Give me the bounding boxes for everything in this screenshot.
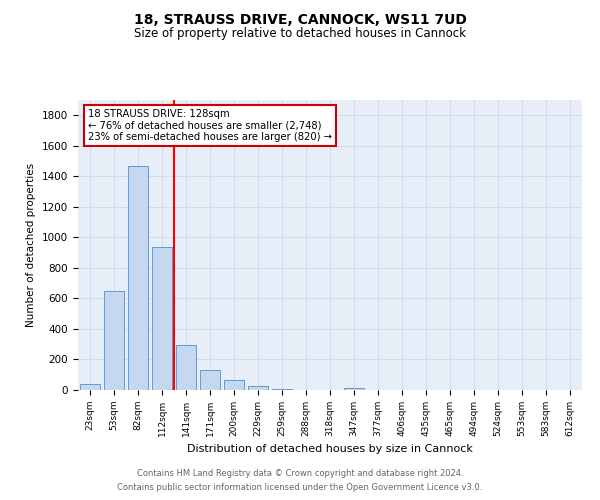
Bar (224, 380, 244, 390)
Text: 18, STRAUSS DRIVE, CANNOCK, WS11 7UD: 18, STRAUSS DRIVE, CANNOCK, WS11 7UD (134, 12, 466, 26)
Bar (200, 370, 220, 390)
Text: Size of property relative to detached houses in Cannock: Size of property relative to detached ho… (134, 28, 466, 40)
Bar (104, 291, 124, 390)
Bar (176, 345, 196, 390)
Bar (248, 386, 268, 390)
Bar (152, 248, 172, 390)
Bar (128, 166, 148, 390)
Text: Contains HM Land Registry data © Crown copyright and database right 2024.: Contains HM Land Registry data © Crown c… (137, 468, 463, 477)
Bar (272, 389, 292, 390)
Text: 18 STRAUSS DRIVE: 128sqm
← 76% of detached houses are smaller (2,748)
23% of sem: 18 STRAUSS DRIVE: 128sqm ← 76% of detach… (88, 108, 332, 142)
Text: Contains public sector information licensed under the Open Government Licence v3: Contains public sector information licen… (118, 484, 482, 492)
Bar (344, 388, 364, 390)
X-axis label: Distribution of detached houses by size in Cannock: Distribution of detached houses by size … (187, 444, 473, 454)
Y-axis label: Number of detached properties: Number of detached properties (26, 163, 37, 327)
Bar (80, 384, 100, 390)
